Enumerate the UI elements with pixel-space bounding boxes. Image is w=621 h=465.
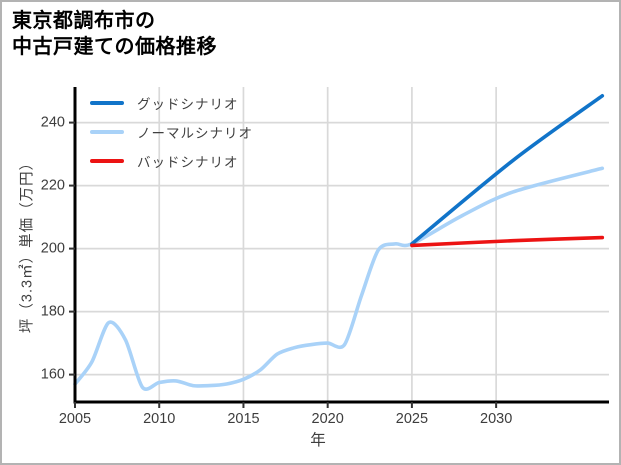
chart-legend: グッドシナリオ ノーマルシナリオ バッドシナリオ — [90, 92, 253, 172]
y-tick-label-200: 200 — [41, 241, 65, 257]
legend-label-normal: ノーマルシナリオ — [137, 126, 253, 141]
x-tick-label-2020: 2020 — [312, 411, 344, 427]
y-axis-title: 坪（3.3㎡）単価（万円） — [19, 154, 36, 334]
legend-label-good: グッドシナリオ — [137, 97, 239, 112]
y-tick-label-240: 240 — [41, 115, 65, 131]
y-tick-label-180: 180 — [41, 304, 65, 320]
legend-label-bad: バッドシナリオ — [137, 155, 239, 170]
x-tick-label-2005: 2005 — [59, 411, 91, 427]
y-tick-label-220: 220 — [41, 178, 65, 194]
x-tick-label-2010: 2010 — [143, 411, 175, 427]
normal-scenario-line-swatch — [90, 130, 124, 134]
series-line-normal — [73, 166, 605, 391]
legend-item-normal: ノーマルシナリオ — [90, 121, 253, 143]
good-scenario-line-swatch — [90, 101, 124, 105]
chart-title-line1: 東京都調布市の — [12, 10, 156, 32]
bad-scenario-line-swatch — [90, 159, 124, 163]
y-tick-label-160: 160 — [41, 367, 65, 383]
x-tick-label-2030: 2030 — [480, 411, 512, 427]
legend-item-good: グッドシナリオ — [90, 92, 253, 114]
x-tick-label-2015: 2015 — [227, 411, 259, 427]
x-axis-title: 年 — [310, 432, 326, 449]
chart-title: 東京都調布市の 中古戸建ての価格推移 — [12, 8, 217, 60]
series-line-good — [410, 94, 605, 246]
chart-title-line2: 中古戸建ての価格推移 — [12, 36, 217, 58]
series-line-bad — [410, 235, 605, 248]
legend-item-bad: バッドシナリオ — [90, 150, 253, 172]
x-tick-label-2025: 2025 — [396, 411, 428, 427]
